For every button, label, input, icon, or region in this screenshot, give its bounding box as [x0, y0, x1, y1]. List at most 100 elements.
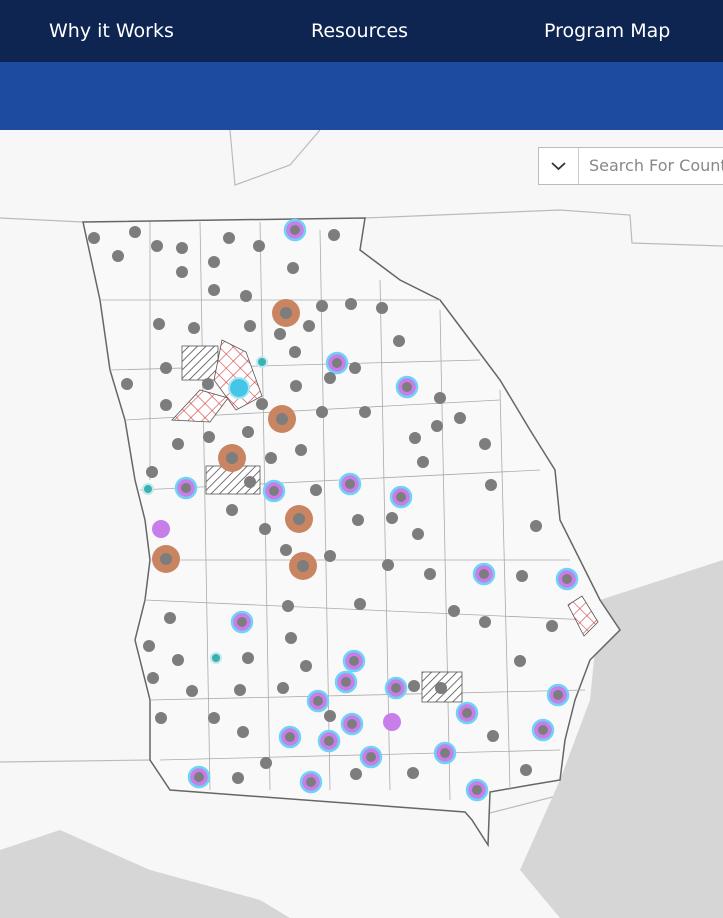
county-marker[interactable] — [280, 544, 292, 556]
county-marker[interactable] — [226, 452, 238, 464]
county-marker[interactable] — [287, 262, 299, 274]
county-marker[interactable] — [408, 680, 420, 692]
county-marker[interactable] — [160, 362, 172, 374]
county-marker[interactable] — [514, 655, 526, 667]
county-marker[interactable] — [121, 378, 133, 390]
county-marker[interactable] — [176, 266, 188, 278]
county-marker[interactable] — [260, 757, 272, 769]
county-marker[interactable] — [256, 398, 268, 410]
county-marker[interactable] — [487, 730, 499, 742]
partner-site[interactable] — [142, 483, 154, 495]
county-marker[interactable] — [386, 512, 398, 524]
county-marker[interactable] — [226, 504, 238, 516]
county-marker[interactable] — [290, 380, 302, 392]
county-marker[interactable] — [280, 307, 292, 319]
county-marker[interactable] — [434, 392, 446, 404]
nav-item[interactable]: Program Map — [544, 20, 671, 42]
county-marker[interactable] — [293, 513, 305, 525]
county-marker[interactable] — [300, 660, 312, 672]
county-marker[interactable] — [485, 479, 497, 491]
county-marker[interactable] — [237, 726, 249, 738]
county-marker[interactable] — [277, 682, 289, 694]
county-marker[interactable] — [208, 256, 220, 268]
county-marker[interactable] — [194, 772, 204, 782]
county-marker[interactable] — [240, 290, 252, 302]
county-marker[interactable] — [202, 378, 214, 390]
county-marker[interactable] — [448, 605, 460, 617]
county-marker[interactable] — [349, 656, 359, 666]
county-marker[interactable] — [129, 226, 141, 238]
county-marker[interactable] — [454, 412, 466, 424]
county-marker[interactable] — [160, 553, 172, 565]
county-marker[interactable] — [253, 240, 265, 252]
county-marker[interactable] — [181, 483, 191, 493]
county-marker[interactable] — [324, 550, 336, 562]
county-marker[interactable] — [352, 514, 364, 526]
county-marker[interactable] — [516, 570, 528, 582]
county-marker[interactable] — [265, 452, 277, 464]
partner-site[interactable] — [256, 356, 268, 368]
county-marker[interactable] — [347, 719, 357, 729]
county-marker[interactable] — [440, 748, 450, 758]
county-marker[interactable] — [562, 574, 572, 584]
county-marker[interactable] — [354, 598, 366, 610]
county-marker[interactable] — [234, 684, 246, 696]
county-marker[interactable] — [232, 772, 244, 784]
county-marker[interactable] — [345, 298, 357, 310]
county-marker[interactable] — [203, 431, 215, 443]
county-marker[interactable] — [350, 768, 362, 780]
county-marker[interactable] — [310, 484, 322, 496]
county-marker[interactable] — [186, 685, 198, 697]
program-site[interactable] — [152, 520, 170, 538]
county-marker[interactable] — [88, 232, 100, 244]
partner-site[interactable] — [210, 652, 222, 664]
county-marker[interactable] — [553, 690, 563, 700]
county-marker[interactable] — [530, 520, 542, 532]
county-marker[interactable] — [479, 438, 491, 450]
county-marker[interactable] — [409, 432, 421, 444]
county-marker[interactable] — [328, 229, 340, 241]
dropdown-button[interactable] — [539, 148, 579, 184]
county-marker[interactable] — [341, 677, 351, 687]
county-marker[interactable] — [349, 362, 361, 374]
county-marker[interactable] — [242, 652, 254, 664]
county-marker[interactable] — [208, 712, 220, 724]
county-marker[interactable] — [431, 420, 443, 432]
county-marker[interactable] — [316, 406, 328, 418]
county-marker[interactable] — [396, 492, 406, 502]
county-marker[interactable] — [176, 242, 188, 254]
county-marker[interactable] — [208, 284, 220, 296]
county-marker[interactable] — [282, 600, 294, 612]
county-marker[interactable] — [479, 616, 491, 628]
county-marker[interactable] — [366, 752, 376, 762]
county-marker[interactable] — [479, 569, 489, 579]
program-site[interactable] — [383, 713, 401, 731]
county-marker[interactable] — [259, 523, 271, 535]
county-marker[interactable] — [412, 528, 424, 540]
county-marker[interactable] — [237, 617, 247, 627]
county-marker[interactable] — [244, 320, 256, 332]
county-marker[interactable] — [313, 696, 323, 706]
county-marker[interactable] — [324, 710, 336, 722]
county-marker[interactable] — [538, 725, 548, 735]
county-marker[interactable] — [274, 328, 286, 340]
county-marker[interactable] — [407, 767, 419, 779]
county-marker[interactable] — [112, 250, 124, 262]
nav-item[interactable]: Why it Works — [49, 20, 174, 42]
county-marker[interactable] — [417, 456, 429, 468]
county-marker[interactable] — [306, 777, 316, 787]
county-marker[interactable] — [382, 559, 394, 571]
county-marker[interactable] — [147, 672, 159, 684]
county-marker[interactable] — [143, 640, 155, 652]
county-marker[interactable] — [324, 372, 336, 384]
county-marker[interactable] — [303, 320, 315, 332]
county-marker[interactable] — [316, 300, 328, 312]
county-marker[interactable] — [155, 712, 167, 724]
county-marker[interactable] — [172, 438, 184, 450]
county-marker[interactable] — [345, 479, 355, 489]
county-marker[interactable] — [295, 444, 307, 456]
county-marker[interactable] — [160, 399, 172, 411]
county-marker[interactable] — [285, 632, 297, 644]
search-box[interactable]: Search For Count — [538, 147, 723, 185]
county-marker[interactable] — [223, 232, 235, 244]
